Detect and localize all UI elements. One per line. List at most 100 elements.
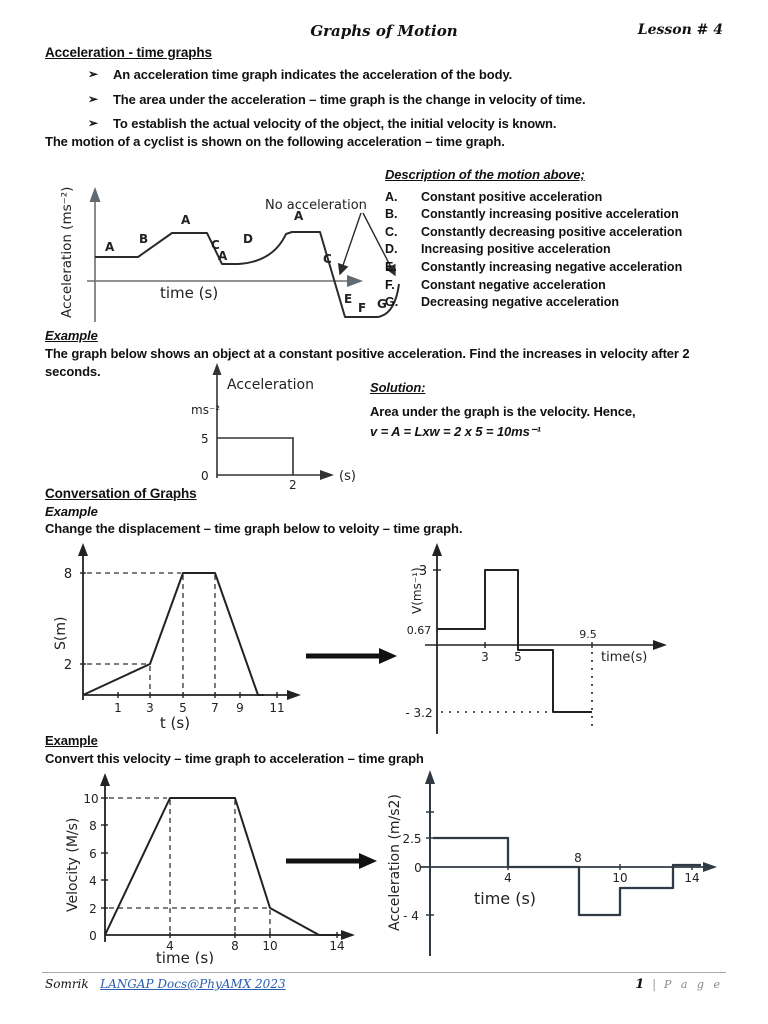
y-axis-arrow-icon — [425, 770, 435, 784]
footer-link[interactable]: LANGAP Docs@PhyAMX 2023 — [100, 977, 286, 991]
segment-label: C — [323, 252, 332, 266]
origin-label: 0 — [89, 929, 97, 943]
bullet-item: ➢ To establish the actual velocity of th… — [88, 115, 708, 133]
item-text: Decreasing negative acceleration — [421, 295, 620, 310]
example2-heading: Example — [45, 733, 98, 748]
bullet-text: To establish the actual velocity of the … — [112, 116, 557, 132]
description-item: A. Constant positive acceleration — [385, 189, 760, 207]
description-item: D. Increasing positive acceleration — [385, 241, 760, 259]
segment-label: D — [243, 232, 253, 246]
bullet-text: The area under the acceleration – time g… — [112, 91, 586, 107]
arrow-bullet-icon: ➢ — [88, 116, 98, 131]
no-acceleration-annotation: No acceleration — [265, 198, 367, 213]
x-tick-label: 8 — [231, 939, 239, 953]
y-axis-arrow-icon — [89, 187, 101, 202]
x-tick-label: 9 — [236, 701, 244, 715]
y-tick-5: 5 — [201, 432, 209, 446]
velocity-curve — [104, 797, 339, 936]
item-letter: B. — [385, 207, 398, 222]
tick-marks — [101, 797, 338, 938]
bullet-item: ➢ The area under the acceleration – time… — [88, 91, 708, 109]
footer-credit: Somrik LANGAP Docs@PhyAMX 2023 — [45, 977, 286, 992]
velocity-time-result-graph-figure: 3 0.67 - 3.2 3 5 9.5 time(s) V(ms⁻¹) — [405, 543, 667, 734]
segment-label: A — [181, 213, 191, 227]
conversion-heading: Conversation of Graphs — [45, 486, 197, 501]
example2-text: Convert this velocity – time graph to ac… — [45, 751, 424, 766]
segment-label: F — [358, 301, 366, 315]
y-tick-label: 4 — [89, 874, 97, 888]
y-tick-label: 10 — [83, 792, 98, 806]
acceleration-step-curve — [433, 836, 701, 917]
y-tick-0: 0 — [414, 861, 422, 875]
item-text: Constant negative acceleration — [421, 277, 606, 292]
no-acceleration-arrow-left — [337, 212, 362, 276]
y-axis-arrow-icon — [100, 773, 110, 786]
segment-label: A — [105, 240, 115, 254]
tick-marks — [433, 569, 593, 648]
arrow-bullet-icon: ➢ — [88, 91, 98, 106]
x-tick-label: 14 — [329, 939, 344, 953]
description-item: F. Constant negative acceleration — [385, 277, 760, 295]
page-word: P a g e — [663, 978, 723, 991]
x-axis-label: t (s) — [160, 714, 190, 732]
velocity-step-curve — [437, 569, 592, 713]
x-axis-arrow-icon — [653, 640, 667, 650]
solution-line2: v = A = Lxw = 2 x 5 = 10ms⁻¹ — [370, 424, 541, 440]
footer: Somrik LANGAP Docs@PhyAMX 2023 1 | P a g… — [45, 977, 723, 992]
y-tick-label: 2 — [64, 658, 72, 673]
description-item: B. Constantly increasing positive accele… — [385, 206, 760, 224]
y-tick-label: 2 — [89, 902, 97, 916]
x-tick-8: 8 — [574, 851, 582, 865]
conversion-text: Change the displacement – time graph bel… — [45, 521, 463, 536]
x-tick-label: 10 — [262, 939, 277, 953]
y-axis-label: Velocity (M/s) — [65, 818, 81, 912]
y-axis-label: Acceleration (m/s2) — [387, 794, 403, 931]
y-tick-label: 8 — [64, 567, 72, 582]
tick-marks — [426, 811, 693, 916]
solution-heading: Solution: — [370, 380, 426, 395]
y-tick-25: 2.5 — [402, 832, 421, 846]
x-axis-label: time(s) — [601, 650, 647, 665]
segment-label: B — [139, 232, 148, 246]
x-axis-arrow-icon — [287, 690, 301, 700]
y-tick-067: 0.67 — [407, 624, 432, 637]
segment-label: C — [211, 238, 220, 252]
x-tick-95: 9.5 — [579, 628, 597, 641]
x-tick-5: 5 — [514, 650, 522, 664]
y-tick-label: 8 — [89, 819, 97, 833]
dashed-guides — [109, 797, 271, 933]
conversion-example-label: Example — [45, 504, 98, 519]
solution-block: Solution: Area under the graph is the ve… — [370, 379, 730, 441]
item-letter: C. — [385, 224, 398, 239]
lead-sentence: The motion of a cyclist is shown on the … — [45, 134, 505, 149]
x-unit-label: (s) — [339, 469, 356, 484]
x-axis-arrow-icon — [347, 275, 363, 287]
item-text: Constant positive acceleration — [421, 189, 603, 204]
displacement-curve — [82, 572, 264, 696]
item-letter: E. — [385, 259, 397, 274]
origin-label: 0 — [201, 469, 209, 483]
x-tick-label: 11 — [269, 701, 284, 715]
description-title: Description of the motion above; — [385, 167, 585, 182]
x-tick-14: 14 — [684, 871, 699, 885]
item-letter: F. — [385, 277, 395, 292]
acceleration-time-graph-figure: Acceleration (ms⁻²) time (s) No accelera… — [59, 187, 400, 322]
x-tick-label: 5 — [179, 701, 187, 715]
acceleration-time-result-graph-figure: 2.5 0 - 4 4 8 10 14 time (s) Acceleratio… — [387, 770, 717, 956]
acceleration-rectangle — [217, 437, 294, 475]
x-tick-label: 4 — [166, 939, 174, 953]
constant-acceleration-graph-figure: Acceleration ms⁻² 5 0 2 (s) — [191, 363, 356, 490]
solution-line1: Area under the graph is the velocity. He… — [370, 403, 636, 419]
tick-marks — [80, 572, 278, 698]
x-tick-label: 7 — [211, 701, 219, 715]
description-item: C. Constantly decreasing positive accele… — [385, 224, 760, 242]
item-text: Constantly increasing negative accelerat… — [421, 259, 683, 274]
y-axis-label: V(ms⁻¹) — [410, 567, 424, 614]
page-separator: | — [652, 977, 657, 991]
page-indicator: 1 | P a g e — [635, 977, 723, 992]
item-letter: A. — [385, 189, 398, 204]
x-axis-arrow-icon — [341, 930, 355, 940]
velocity-time-source-graph-figure: 10 8 6 4 2 0 4 8 10 14 time (s) Velocity… — [65, 773, 355, 964]
example1-text: The graph below shows an object at a con… — [45, 346, 690, 379]
